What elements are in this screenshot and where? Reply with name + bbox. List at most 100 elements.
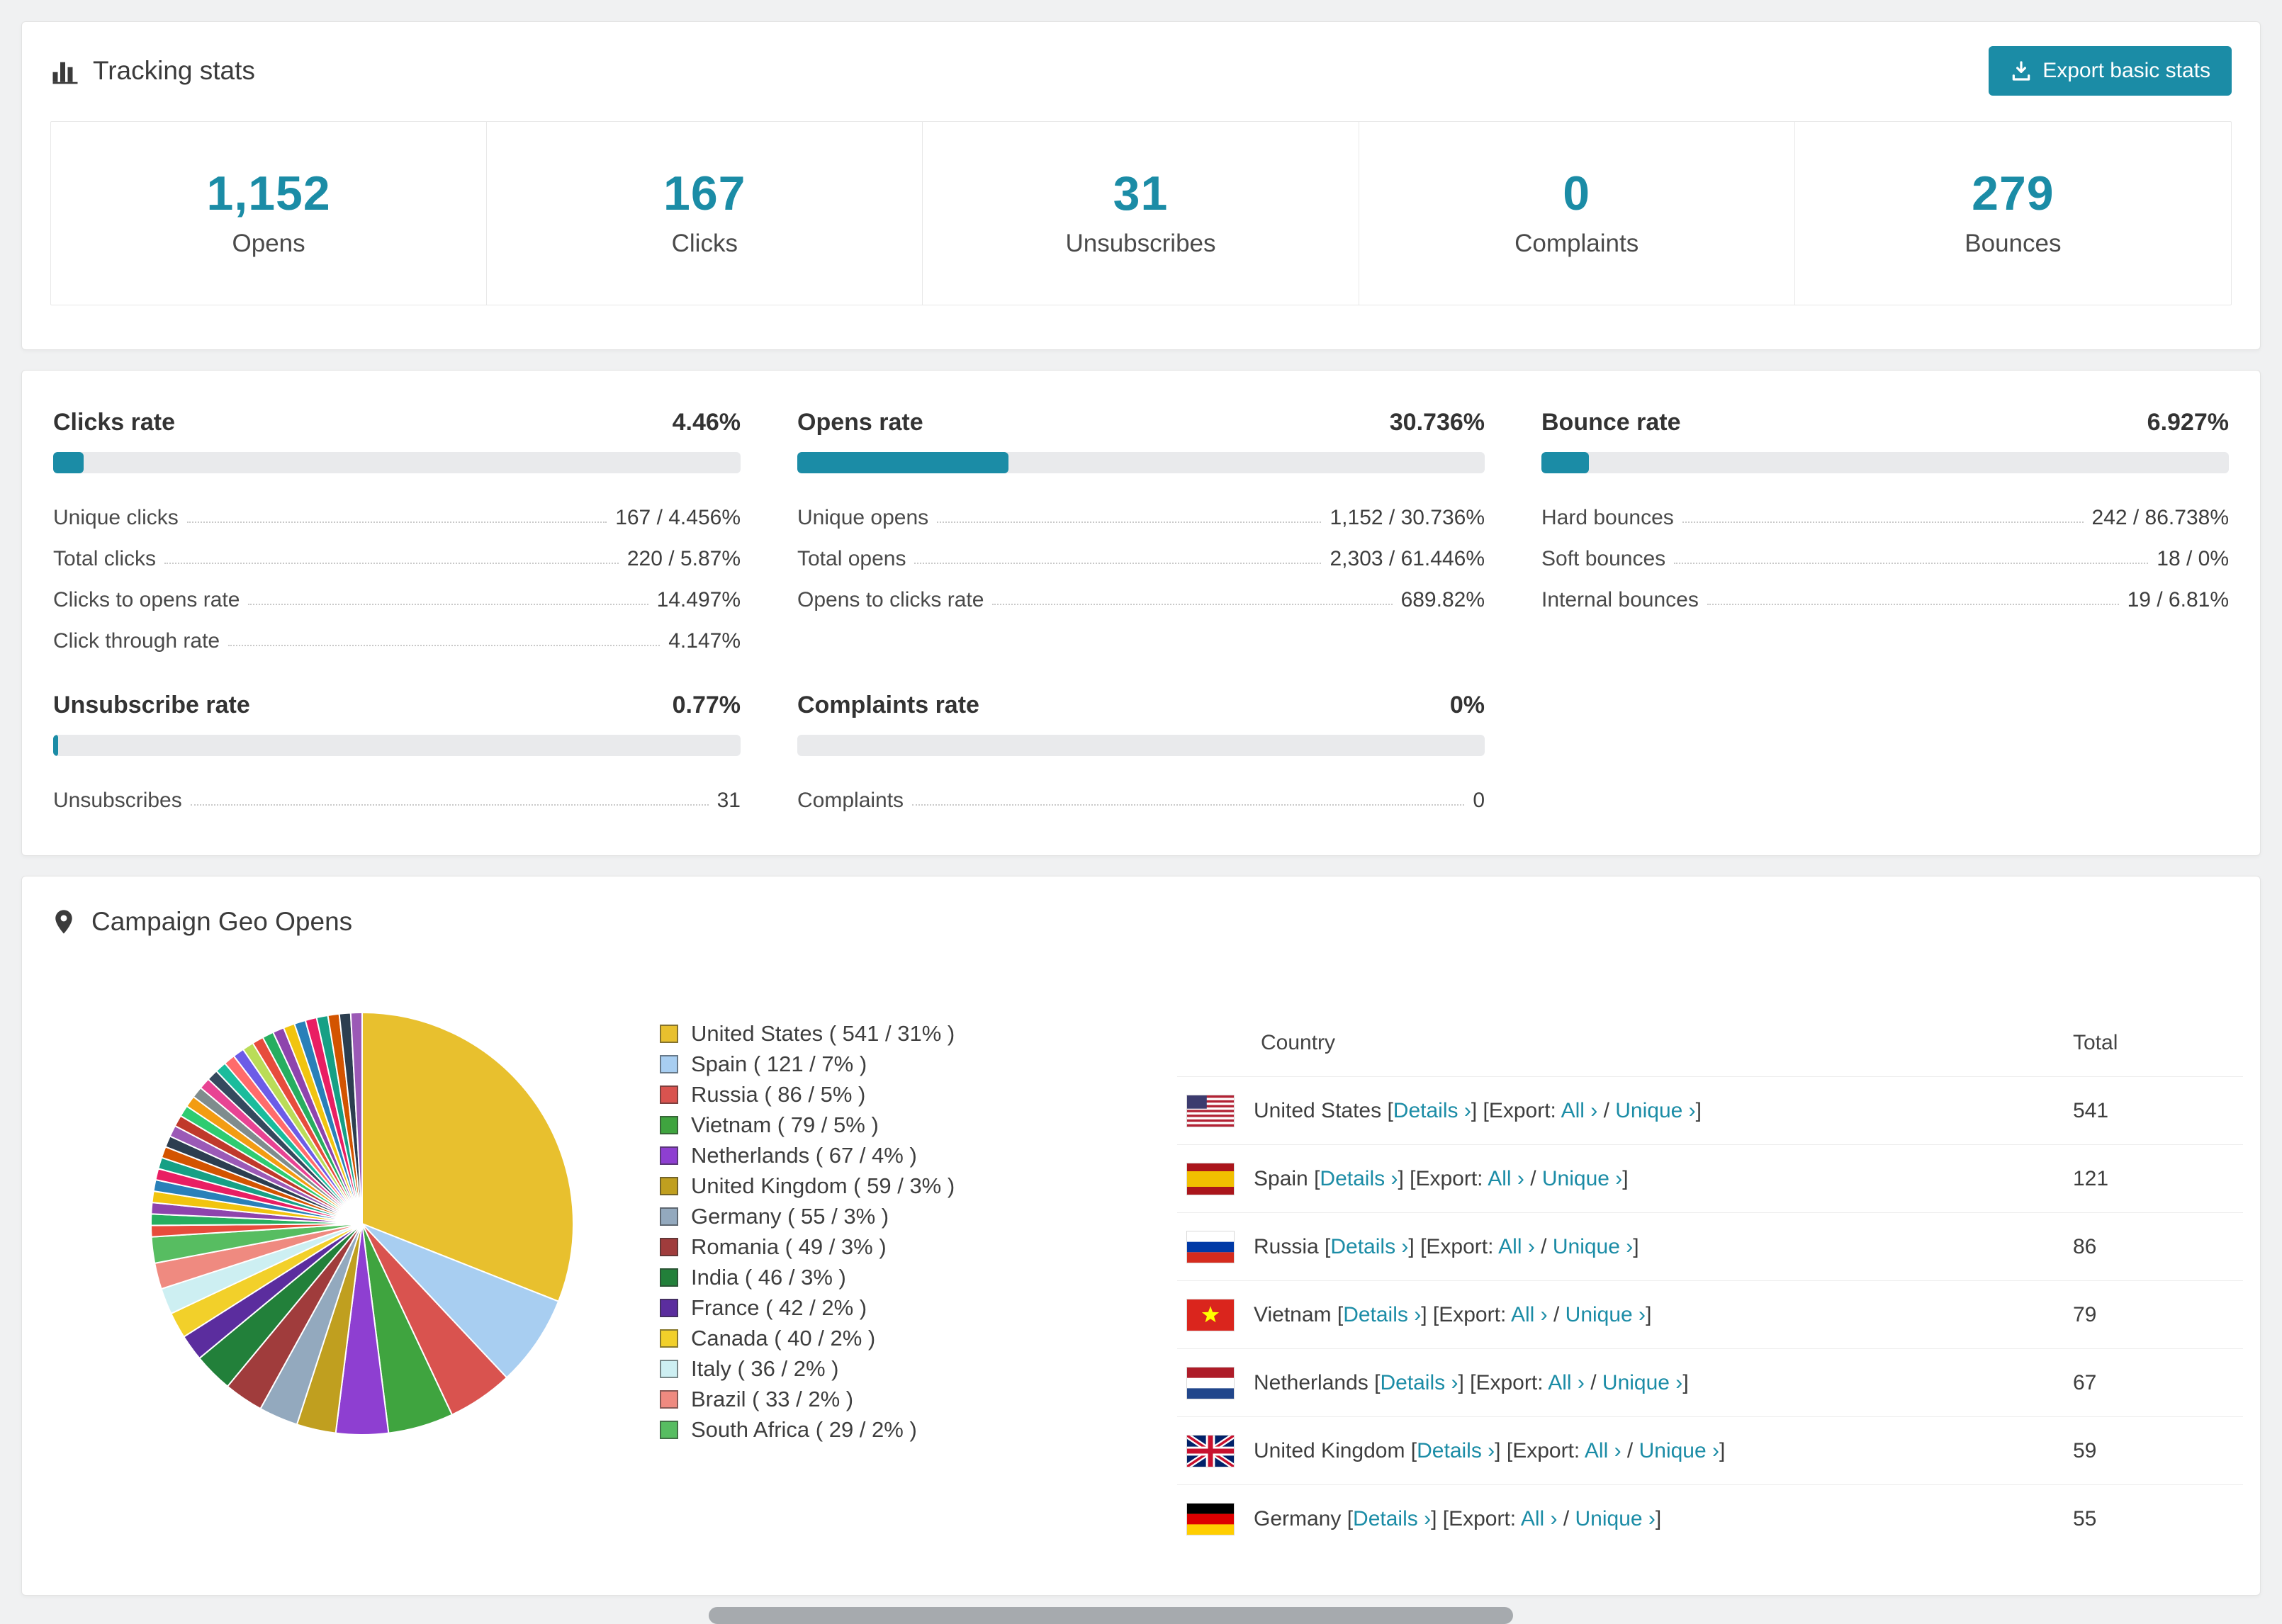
country-cell: Spain [Details ›] [Export: All › / Uniqu…	[1254, 1166, 1629, 1190]
legend-color-swatch	[660, 1298, 678, 1317]
export-basic-stats-button[interactable]: Export basic stats	[1989, 46, 2232, 96]
export-all-link[interactable]: All ›	[1584, 1438, 1621, 1462]
country-total: 541	[2073, 1098, 2109, 1122]
rate-detail-row: Click through rate 4.147%	[53, 612, 741, 653]
export-all-link[interactable]: All ›	[1548, 1370, 1585, 1394]
export-unique-link[interactable]: Unique ›	[1575, 1506, 1656, 1530]
dotted-leader	[1707, 604, 2119, 605]
details-link[interactable]: Details ›	[1417, 1438, 1495, 1462]
export-all-link[interactable]: All ›	[1510, 1302, 1548, 1326]
vietnam-flag-icon	[1186, 1298, 1235, 1331]
export-all-link[interactable]: All ›	[1488, 1166, 1524, 1190]
rate-detail-value: 0	[1473, 789, 1485, 812]
rate-detail-row: Internal bounces 19 / 6.81%	[1541, 571, 2229, 612]
stat-value: 1,152	[206, 167, 331, 220]
rate-detail-value: 220 / 5.87%	[626, 547, 741, 570]
legend-color-swatch	[660, 1085, 678, 1104]
page-title: Tracking stats	[50, 56, 255, 86]
details-link[interactable]: Details ›	[1380, 1370, 1458, 1394]
rate-detail-row: Unique opens 1,152 / 30.736%	[797, 489, 1485, 530]
details-link[interactable]: Details ›	[1343, 1302, 1422, 1326]
rate-detail-rows: Hard bounces 242 / 86.738% Soft bounces …	[1541, 489, 2229, 612]
legend-item-canada: Canada ( 40 / 2% )	[660, 1323, 1057, 1353]
geo-pie-chart	[142, 1004, 582, 1443]
country-name: Germany	[1254, 1506, 1342, 1530]
export-unique-link[interactable]: Unique ›	[1639, 1438, 1720, 1462]
export-label: Export:	[1439, 1302, 1507, 1326]
export-label: Export:	[1415, 1166, 1483, 1190]
horizontal-scrollbar-thumb[interactable]	[709, 1607, 1513, 1624]
country-total: 59	[2073, 1438, 2097, 1462]
details-link[interactable]: Details ›	[1353, 1506, 1432, 1530]
stat-value: 0	[1563, 167, 1591, 220]
legend-label: United Kingdom ( 59 / 3% )	[691, 1173, 955, 1198]
legend-color-swatch	[660, 1359, 678, 1378]
export-unique-link[interactable]: Unique ›	[1541, 1166, 1623, 1190]
country-total: 55	[2073, 1506, 2097, 1530]
export-unique-link[interactable]: Unique ›	[1552, 1234, 1634, 1258]
rate-block-complaints-rate: Complaints rate 0% Complaints 0	[797, 692, 1485, 813]
country-total: 86	[2073, 1234, 2097, 1258]
rate-detail-label: Unsubscribes	[53, 789, 182, 812]
export-unique-link[interactable]: Unique ›	[1565, 1302, 1646, 1326]
country-name: Netherlands	[1254, 1370, 1368, 1394]
rate-title: Opens rate	[797, 409, 923, 436]
geo-table-row-russia: Russia [Details ›] [Export: All › / Uniq…	[1177, 1212, 2243, 1280]
rate-block-unsubscribe-rate: Unsubscribe rate 0.77% Unsubscribes 31	[53, 692, 741, 813]
russia-flag-icon	[1186, 1230, 1235, 1263]
dotted-leader	[164, 563, 619, 564]
tracking-stats-title: Tracking stats	[93, 56, 255, 85]
details-link[interactable]: Details ›	[1330, 1234, 1409, 1258]
stat-label: Clicks	[671, 230, 738, 257]
tracking-stats-header: Tracking stats Export basic stats	[22, 22, 2260, 117]
rate-detail-label: Clicks to opens rate	[53, 588, 240, 611]
export-all-link[interactable]: All ›	[1498, 1234, 1535, 1258]
rate-percentage: 0%	[1449, 692, 1485, 718]
legend-color-swatch	[660, 1237, 678, 1256]
dotted-leader	[937, 521, 1322, 523]
export-all-link[interactable]: All ›	[1520, 1506, 1558, 1530]
country-name: Spain	[1254, 1166, 1308, 1190]
rate-block-header: Opens rate 30.736%	[797, 409, 1485, 436]
legend-label: India ( 46 / 3% )	[691, 1264, 846, 1290]
rate-detail-value: 18 / 0%	[2157, 547, 2229, 570]
legend-label: Germany ( 55 / 3% )	[691, 1203, 889, 1229]
details-link[interactable]: Details ›	[1393, 1098, 1471, 1122]
country-cell: Netherlands [Details ›] [Export: All › /…	[1254, 1370, 1689, 1394]
country-cell: United Kingdom [Details ›] [Export: All …	[1254, 1438, 1726, 1462]
legend-item-italy: Italy ( 36 / 2% )	[660, 1353, 1057, 1384]
rate-block-header: Unsubscribe rate 0.77%	[53, 692, 741, 719]
geo-opens-content: United States ( 541 / 31% ) Spain ( 121 …	[22, 940, 2260, 1595]
dotted-leader	[992, 604, 1393, 605]
dotted-leader	[228, 645, 661, 646]
geo-table-header: Country Total	[1177, 1031, 2243, 1076]
stat-value: 167	[663, 167, 746, 220]
rate-detail-value: 14.497%	[656, 588, 741, 611]
legend-item-united-states: United States ( 541 / 31% )	[660, 1018, 1057, 1049]
rate-detail-label: Hard bounces	[1541, 506, 1674, 529]
rate-progress-track	[1541, 452, 2229, 473]
legend-color-swatch	[660, 1176, 678, 1195]
stat-label: Complaints	[1514, 230, 1639, 257]
export-all-link[interactable]: All ›	[1561, 1098, 1598, 1122]
rate-detail-row: Total clicks 220 / 5.87%	[53, 530, 741, 571]
stat-label: Opens	[232, 230, 305, 257]
rate-progress-track	[797, 735, 1485, 756]
stat-label: Bounces	[1965, 230, 2062, 257]
rate-percentage: 30.736%	[1389, 409, 1485, 436]
legend-color-swatch	[660, 1207, 678, 1226]
stats-summary-grid: 1,152 Opens 167 Clicks 31 Unsubscribes 0…	[50, 121, 2232, 305]
geo-table-row-united-kingdom: United Kingdom [Details ›] [Export: All …	[1177, 1416, 2243, 1484]
export-unique-link[interactable]: Unique ›	[1615, 1098, 1696, 1122]
rate-progress-track	[797, 452, 1485, 473]
legend-item-vietnam: Vietnam ( 79 / 5% )	[660, 1110, 1057, 1140]
country-cell: United States [Details ›] [Export: All ›…	[1254, 1098, 1702, 1122]
export-label: Export:	[1488, 1098, 1556, 1122]
rate-detail-value: 689.82%	[1400, 588, 1485, 611]
details-link[interactable]: Details ›	[1320, 1166, 1398, 1190]
tracking-stats-panel: Tracking stats Export basic stats 1,152 …	[21, 21, 2261, 350]
rate-detail-rows: Unsubscribes 31	[53, 772, 741, 813]
legend-label: Romania ( 49 / 3% )	[691, 1234, 887, 1259]
export-unique-link[interactable]: Unique ›	[1602, 1370, 1683, 1394]
legend-item-india: India ( 46 / 3% )	[660, 1262, 1057, 1292]
